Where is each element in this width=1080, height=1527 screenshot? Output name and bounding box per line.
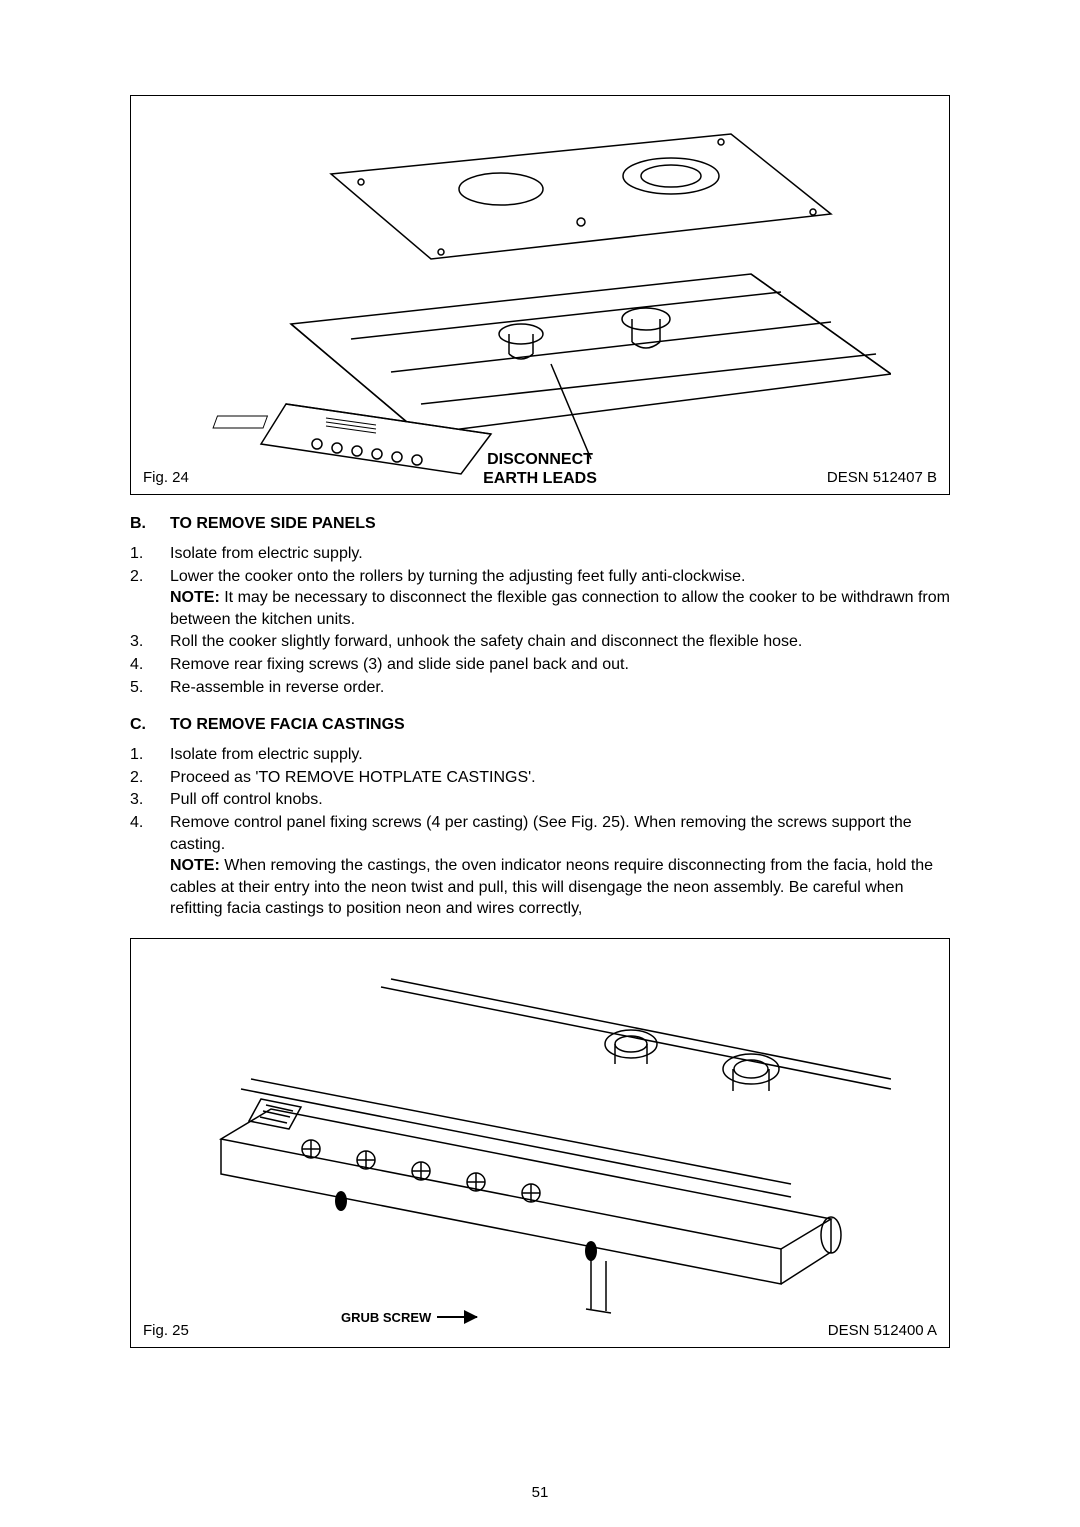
list-item: 3. Roll the cooker slightly forward, unh… xyxy=(130,631,950,653)
list-text: Isolate from electric supply. xyxy=(170,543,950,565)
list-num: 2. xyxy=(130,767,170,789)
figure-25: GRUB SCREW Fig. 25 DESN 512400 A xyxy=(130,938,950,1348)
section-c-heading: C. TO REMOVE FACIA CASTINGS xyxy=(130,716,950,734)
page-number: 51 xyxy=(532,1484,549,1501)
list-item: 3. Pull off control knobs. xyxy=(130,789,950,811)
figure-25-caption: GRUB SCREW xyxy=(341,1310,477,1325)
list-num: 3. xyxy=(130,789,170,811)
list-item: 4. Remove control panel fixing screws (4… xyxy=(130,812,950,920)
list-text-main: Remove control panel fixing screws (4 pe… xyxy=(170,814,912,853)
list-text: Lower the cooker onto the rollers by tur… xyxy=(170,566,950,631)
section-c-title: TO REMOVE FACIA CASTINGS xyxy=(170,716,405,734)
list-text-main: Lower the cooker onto the rollers by tur… xyxy=(170,568,745,585)
list-text: Roll the cooker slightly forward, unhook… xyxy=(170,631,950,653)
note-label: NOTE: xyxy=(170,857,220,874)
list-num: 1. xyxy=(130,543,170,565)
list-num: 3. xyxy=(130,631,170,653)
note-label: NOTE: xyxy=(170,589,220,606)
figure-24: Fig. 24 DISCONNECT EARTH LEADS DESN 5124… xyxy=(130,95,950,495)
list-num: 4. xyxy=(130,812,170,920)
section-c-list: 1. Isolate from electric supply. 2. Proc… xyxy=(130,744,950,920)
section-b-heading: B. TO REMOVE SIDE PANELS xyxy=(130,515,950,533)
list-item: 2. Proceed as 'TO REMOVE HOTPLATE CASTIN… xyxy=(130,767,950,789)
section-b-title: TO REMOVE SIDE PANELS xyxy=(170,515,376,533)
list-text: Isolate from electric supply. xyxy=(170,744,950,766)
note-text: When removing the castings, the oven ind… xyxy=(170,857,933,917)
figure-24-caption-line2: EARTH LEADS xyxy=(483,470,597,488)
figure-24-caption: DISCONNECT EARTH LEADS xyxy=(483,451,597,488)
list-text: Proceed as 'TO REMOVE HOTPLATE CASTINGS'… xyxy=(170,767,950,789)
section-b-letter: B. xyxy=(130,515,148,533)
section-b-list: 1. Isolate from electric supply. 2. Lowe… xyxy=(130,543,950,698)
list-num: 5. xyxy=(130,677,170,699)
figure-25-label: Fig. 25 xyxy=(143,1322,189,1339)
list-text: Remove control panel fixing screws (4 pe… xyxy=(170,812,950,920)
list-item: 5. Re-assemble in reverse order. xyxy=(130,677,950,699)
list-num: 2. xyxy=(130,566,170,631)
section-c-letter: C. xyxy=(130,716,148,734)
figure-25-illustration xyxy=(191,949,891,1329)
list-text: Pull off control knobs. xyxy=(170,789,950,811)
list-item: 1. Isolate from electric supply. xyxy=(130,744,950,766)
figure-24-illustration xyxy=(191,104,891,484)
list-text: Re-assemble in reverse order. xyxy=(170,677,950,699)
list-num: 4. xyxy=(130,654,170,676)
list-item: 4. Remove rear fixing screws (3) and sli… xyxy=(130,654,950,676)
arrow-icon xyxy=(437,1316,477,1318)
figure-24-code: DESN 512407 B xyxy=(827,469,937,486)
note-text: It may be necessary to disconnect the fl… xyxy=(170,589,950,628)
figure-24-label: Fig. 24 xyxy=(143,469,189,486)
figure-24-caption-line1: DISCONNECT xyxy=(483,451,597,469)
list-item: 1. Isolate from electric supply. xyxy=(130,543,950,565)
grub-screw-label: GRUB SCREW xyxy=(341,1310,431,1325)
list-item: 2. Lower the cooker onto the rollers by … xyxy=(130,566,950,631)
list-text: Remove rear fixing screws (3) and slide … xyxy=(170,654,950,676)
figure-25-code: DESN 512400 A xyxy=(828,1322,937,1339)
list-num: 1. xyxy=(130,744,170,766)
